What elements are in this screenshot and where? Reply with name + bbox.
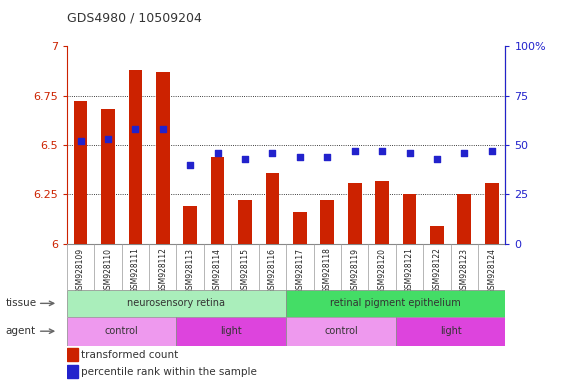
Point: [460, 150, 469, 156]
Point: [405, 150, 414, 156]
Point: [268, 150, 277, 156]
Bar: [67, 348, 78, 361]
Text: GSM928121: GSM928121: [405, 248, 414, 293]
Text: GSM928122: GSM928122: [432, 248, 442, 293]
Bar: [403, 194, 417, 244]
Point: [432, 156, 442, 162]
Point: [103, 136, 113, 142]
Bar: [184, 206, 197, 244]
Bar: [430, 226, 444, 244]
Text: GSM928115: GSM928115: [241, 248, 249, 293]
Bar: [177, 317, 286, 346]
Text: GSM928114: GSM928114: [213, 248, 222, 293]
Bar: [293, 212, 307, 244]
Bar: [67, 290, 286, 317]
Text: agent: agent: [6, 326, 36, 336]
Text: GSM928110: GSM928110: [103, 248, 113, 293]
Bar: [67, 317, 177, 346]
Text: GSM928109: GSM928109: [76, 248, 85, 294]
Bar: [286, 290, 505, 317]
Point: [241, 156, 250, 162]
Text: GSM928124: GSM928124: [487, 248, 496, 293]
Text: GSM928116: GSM928116: [268, 248, 277, 293]
Text: control: control: [324, 326, 358, 336]
Bar: [396, 317, 505, 346]
Bar: [485, 182, 498, 244]
Point: [322, 154, 332, 160]
Bar: [156, 72, 170, 244]
Point: [295, 154, 304, 160]
Text: tissue: tissue: [6, 298, 37, 308]
Text: GSM928123: GSM928123: [460, 248, 469, 293]
Text: neurosensory retina: neurosensory retina: [127, 298, 225, 308]
Point: [378, 148, 387, 154]
Bar: [238, 200, 252, 244]
Text: GSM928119: GSM928119: [350, 248, 359, 293]
Point: [213, 150, 223, 156]
Text: GSM928113: GSM928113: [186, 248, 195, 293]
Text: light: light: [440, 326, 461, 336]
Point: [350, 148, 359, 154]
Point: [76, 138, 85, 144]
Text: transformed count: transformed count: [81, 349, 178, 359]
Bar: [457, 194, 471, 244]
Bar: [128, 70, 142, 244]
Point: [487, 148, 496, 154]
Text: percentile rank within the sample: percentile rank within the sample: [81, 367, 257, 377]
Text: light: light: [220, 326, 242, 336]
Text: retinal pigment epithelium: retinal pigment epithelium: [331, 298, 461, 308]
Bar: [286, 317, 396, 346]
Bar: [320, 200, 334, 244]
Bar: [266, 173, 279, 244]
Text: GSM928112: GSM928112: [158, 248, 167, 293]
Bar: [211, 157, 224, 244]
Bar: [67, 365, 78, 379]
Text: GSM928120: GSM928120: [378, 248, 386, 293]
Text: GDS4980 / 10509204: GDS4980 / 10509204: [67, 12, 202, 25]
Point: [131, 126, 140, 132]
Bar: [101, 109, 115, 244]
Point: [158, 126, 167, 132]
Text: control: control: [105, 326, 138, 336]
Text: GSM928118: GSM928118: [323, 248, 332, 293]
Text: GSM928111: GSM928111: [131, 248, 140, 293]
Bar: [375, 180, 389, 244]
Bar: [348, 182, 361, 244]
Text: GSM928117: GSM928117: [295, 248, 304, 293]
Point: [185, 162, 195, 168]
Bar: [74, 101, 87, 244]
